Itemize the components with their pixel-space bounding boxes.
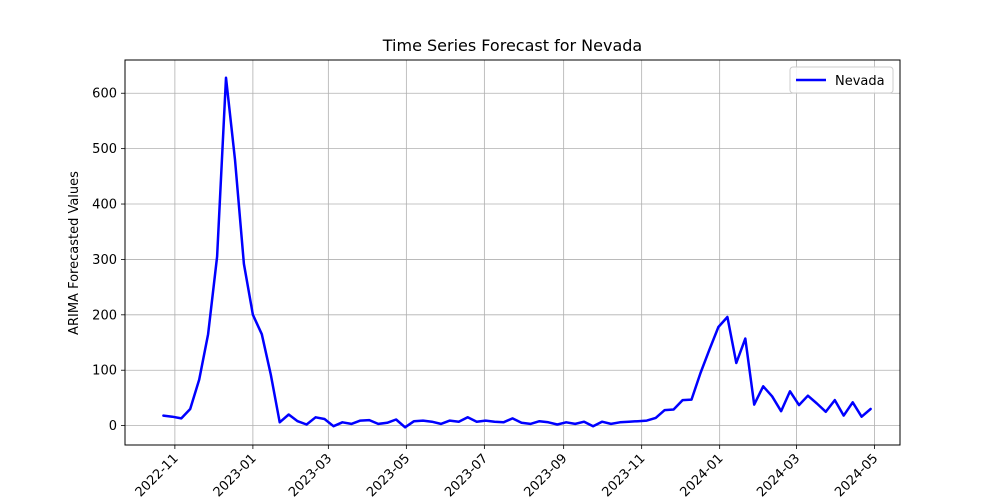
y-axis-label: ARIMA Forecasted Values [67,171,82,335]
y-tick-label: 300 [92,253,117,268]
chart-title: Time Series Forecast for Nevada [382,36,642,55]
y-tick-label: 100 [92,364,117,379]
y-tick-label: 400 [92,198,117,213]
legend: Nevada [789,66,894,94]
plot-frame [124,59,901,446]
y-tick-label: 600 [92,87,117,102]
series-line-nevada [162,76,872,429]
y-tick-label: 200 [92,308,117,323]
legend-label: Nevada [835,74,885,89]
y-tick-label: 0 [109,419,117,434]
y-tick-label: 500 [92,142,117,157]
series-layer [162,76,872,429]
legend-box [789,66,894,94]
